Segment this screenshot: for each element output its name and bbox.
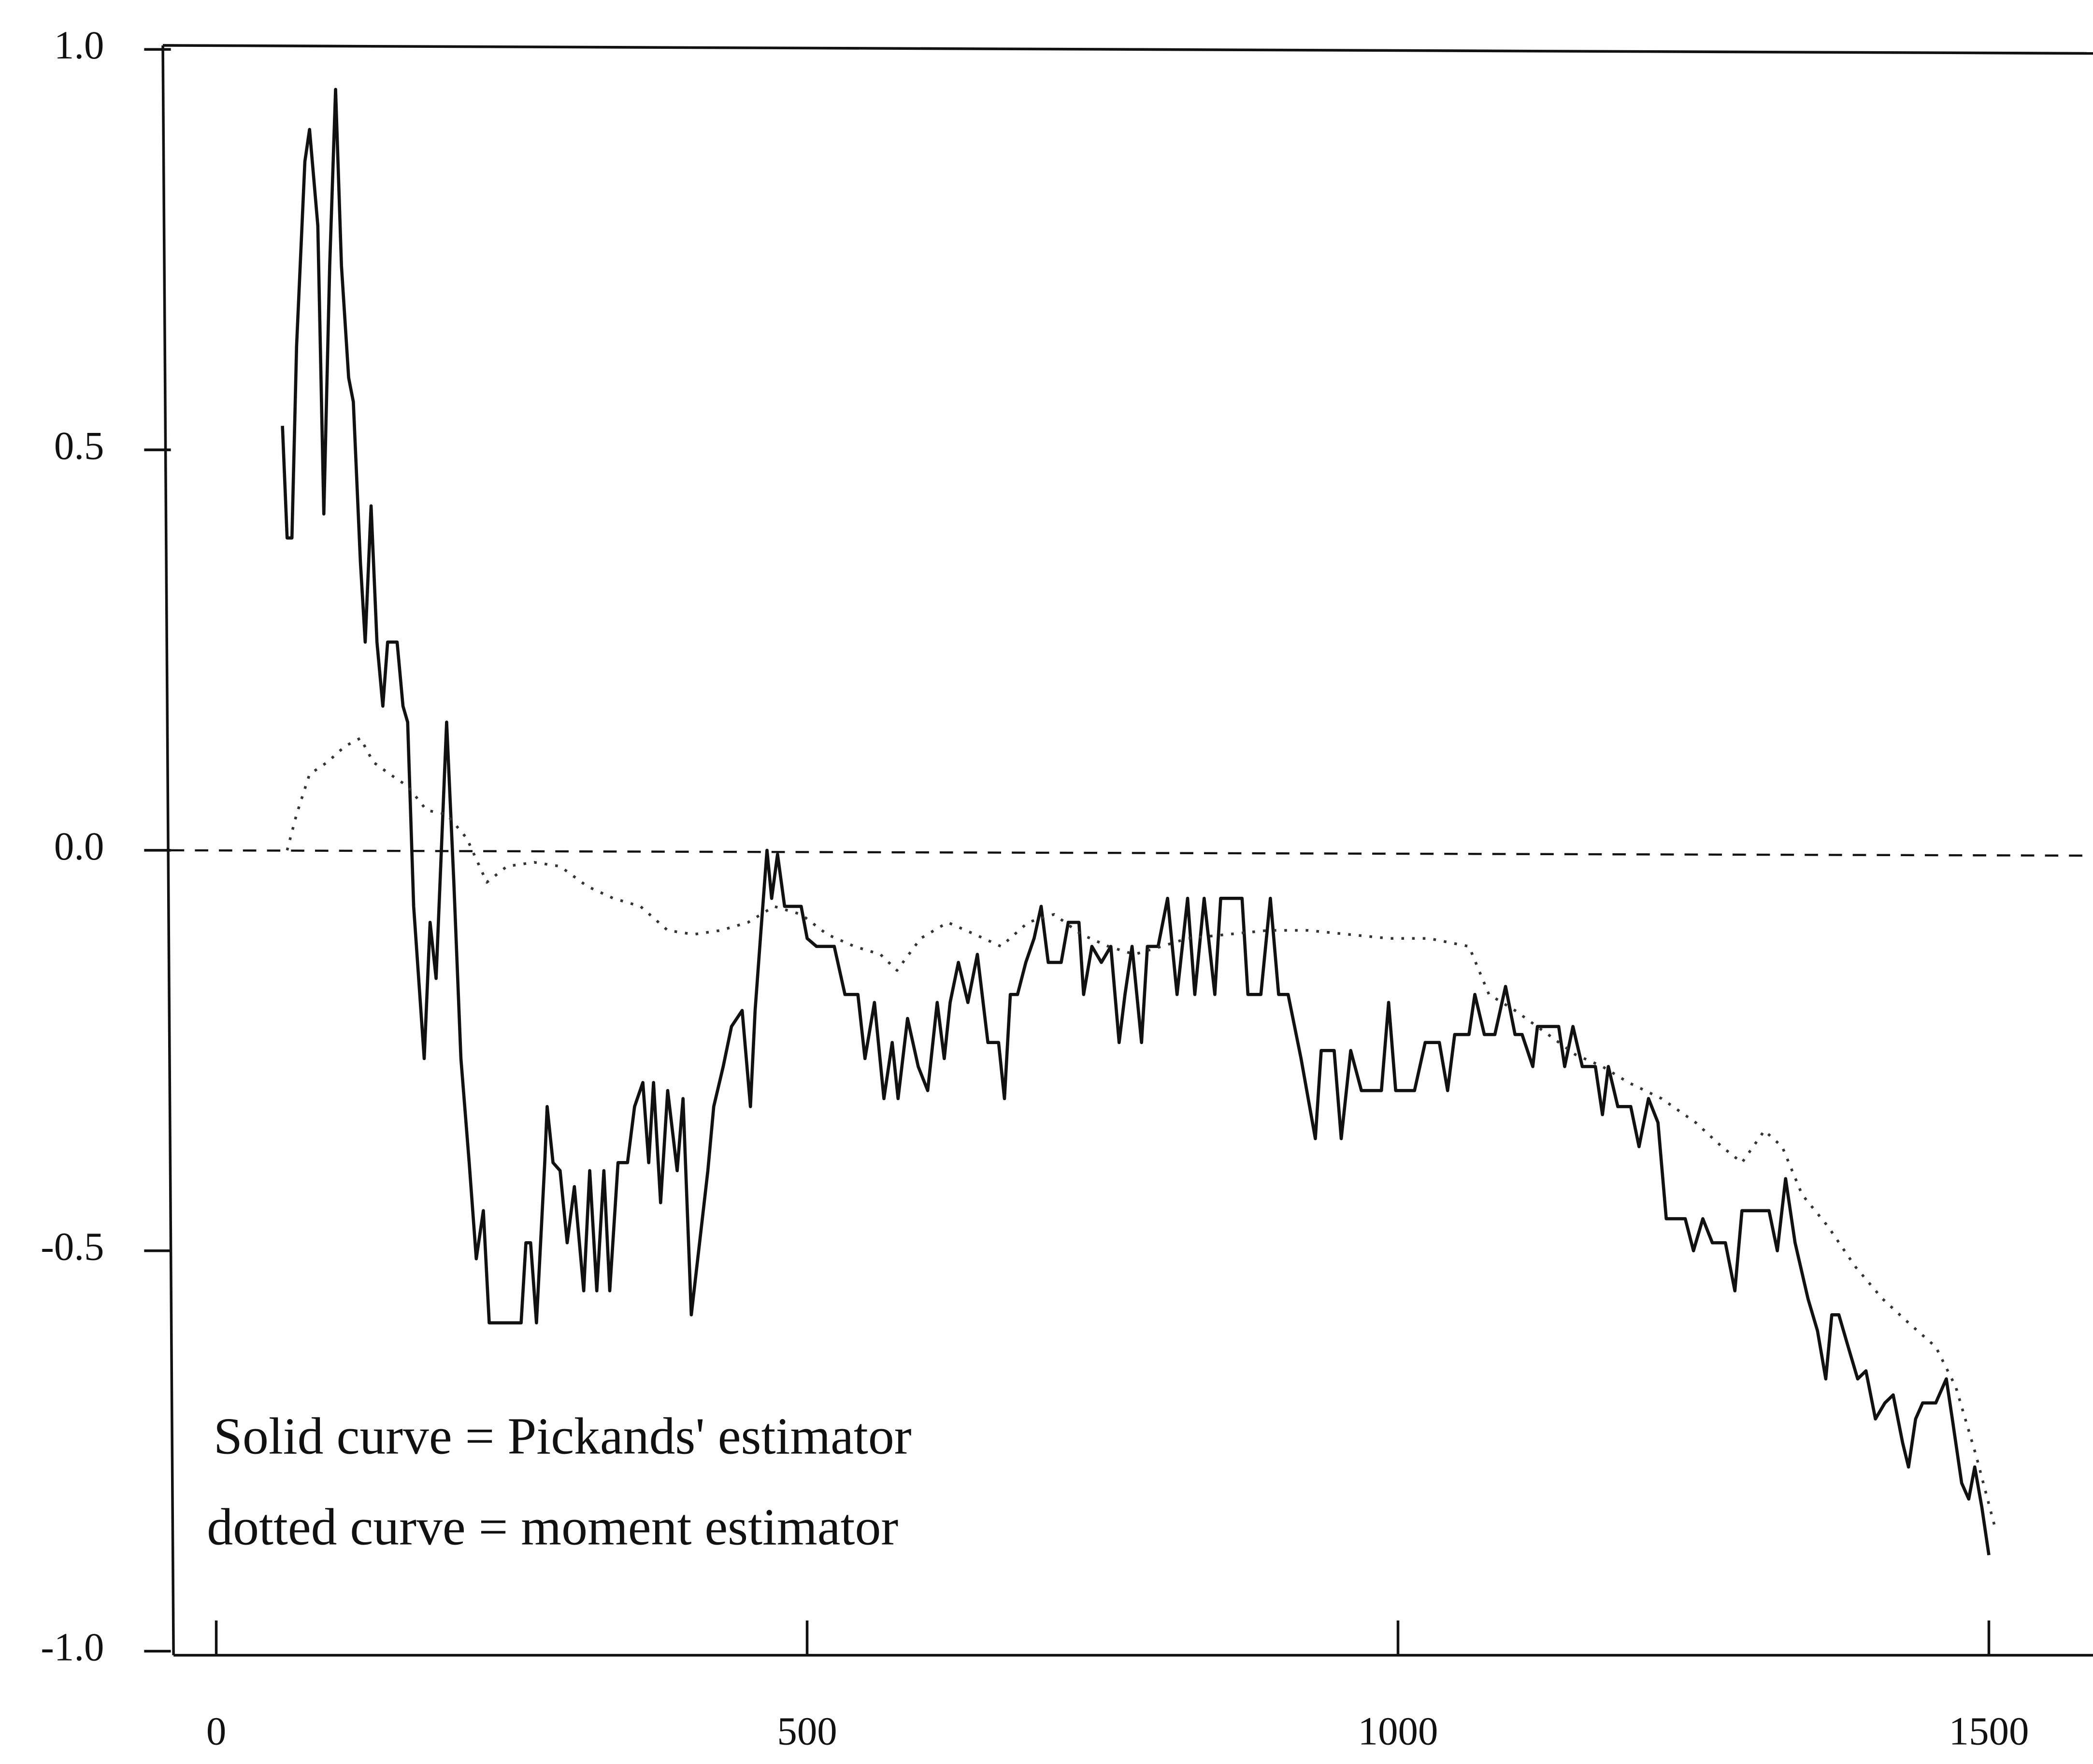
y-tick-label: 0.0: [54, 824, 104, 868]
y-tick-label: -1.0: [41, 1625, 104, 1669]
frame-top: [163, 44, 2093, 55]
x-tick-label: 0: [206, 1709, 226, 1753]
y-tick-label: 0.5: [54, 423, 104, 468]
y-tick-label: 1.0: [54, 23, 104, 67]
solid-line: [281, 87, 1991, 1556]
annotation: dotted curve = moment estimator: [207, 1498, 898, 1556]
x-tick-label: 1000: [1358, 1709, 1438, 1753]
annotation: Solid curve = Pickands' estimator: [214, 1408, 912, 1465]
x-tick-label: 500: [777, 1709, 837, 1753]
x-tick-label: 1500: [1949, 1709, 2029, 1753]
y-tick-label: -0.5: [41, 1224, 104, 1269]
reference-line: [171, 849, 2093, 857]
dotted-line: [286, 737, 1997, 1532]
